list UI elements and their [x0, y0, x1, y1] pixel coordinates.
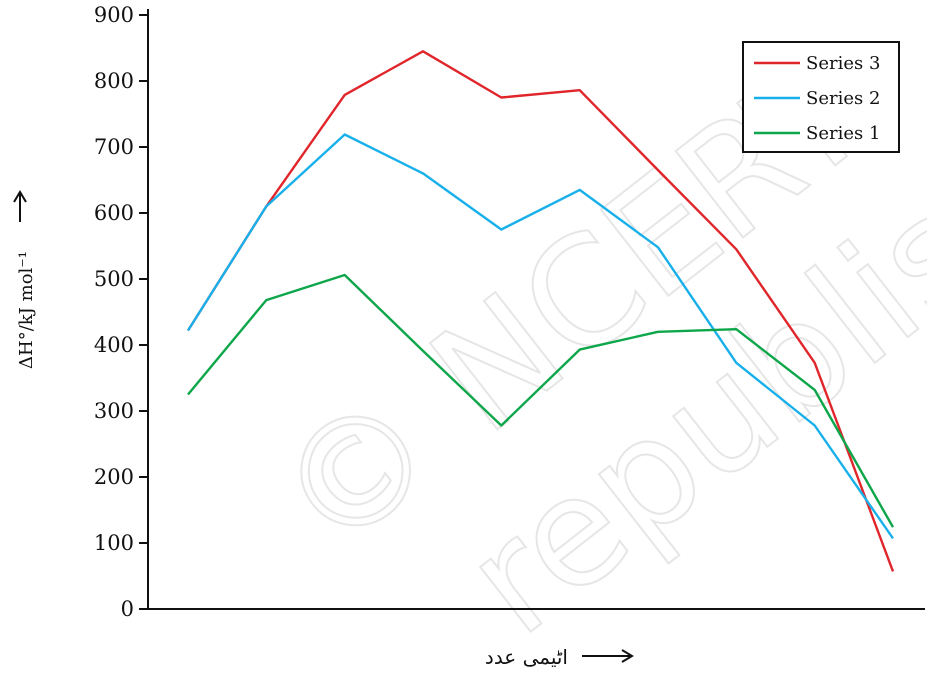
x-axis-label: اٹیمی عدد: [485, 645, 568, 669]
y-tick-label: 600: [94, 201, 134, 225]
axes: 0 100 200 300 400 500 600 700 800 900: [94, 3, 925, 621]
y-tick-label: 800: [94, 69, 134, 93]
y-tick-label: 100: [94, 531, 134, 555]
legend-label: Series 1: [806, 123, 880, 144]
legend: Series 3 Series 2 Series 1: [742, 41, 900, 153]
y-tick-label: 700: [94, 135, 134, 159]
legend-label: Series 2: [806, 88, 880, 109]
y-tick-label: 200: [94, 465, 134, 489]
series-line-3: [187, 273, 895, 528]
series-line-2: [186, 133, 894, 540]
y-axis-arrowhead-icon: [13, 190, 27, 203]
x-axis-arrowhead-icon: [621, 649, 634, 663]
series-layer: [186, 50, 895, 572]
legend-label: Series 3: [806, 53, 880, 74]
y-tick-label: 500: [94, 267, 134, 291]
y-tick-label: 0: [121, 597, 134, 621]
series-line-1: [186, 50, 895, 572]
y-axis-label: ΔH°/kJ mol⁻¹: [16, 251, 37, 369]
y-tick-label: 900: [94, 3, 134, 27]
y-tick-label: 400: [94, 333, 134, 357]
y-tick-label: 300: [94, 399, 134, 423]
